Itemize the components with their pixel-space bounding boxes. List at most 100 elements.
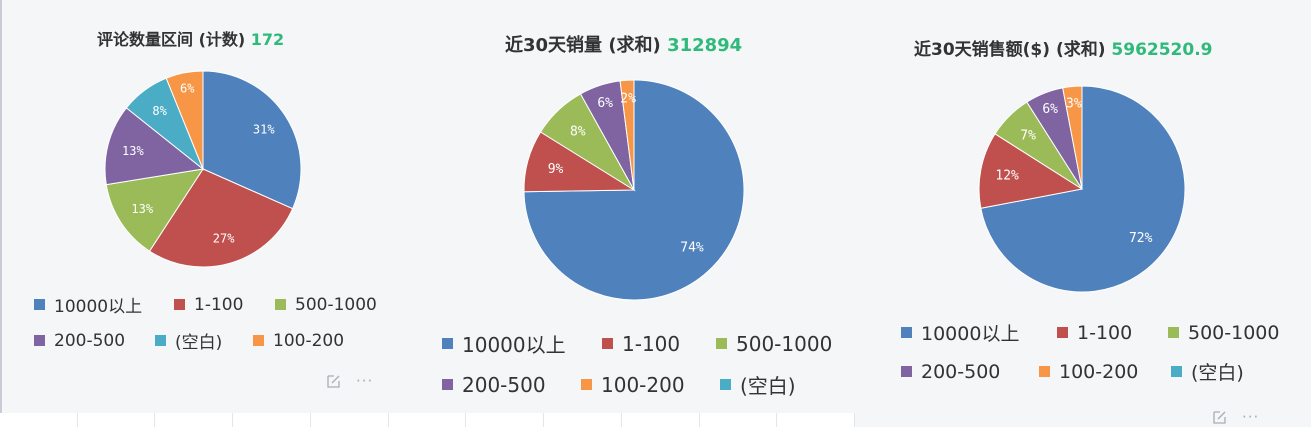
pie-data-label: 6% [1042, 102, 1058, 117]
legend-swatch [155, 335, 166, 346]
pie-data-label: 9% [548, 162, 564, 177]
pie-data-label: 8% [570, 125, 586, 140]
legend-row-2: 200-500 (空白) 100-200 [34, 328, 344, 353]
pie-data-label: 72% [1129, 231, 1153, 246]
pie-data-label: 74% [680, 241, 704, 256]
more-icon[interactable]: ··· [1242, 408, 1260, 426]
panel-tools: ··· [326, 372, 373, 390]
legend-label: 10000以上 [462, 333, 566, 357]
pie-slice-1[interactable] [978, 133, 1084, 209]
legend-swatch [1039, 366, 1050, 377]
table-cell [233, 413, 311, 427]
pie-slice-0[interactable] [202, 70, 302, 210]
chart-title-text: 近30天销售额($) (求和) [914, 40, 1106, 60]
legend-label: (空白) [1191, 362, 1244, 384]
legend-swatch [901, 327, 912, 338]
legend-row-2: 200-500 100-200 (空白) [901, 358, 1244, 385]
legend-row-1: 10000以上 1-100 500-1000 [901, 319, 1279, 346]
chart-title: 近30天销售额($) (求和) 5962520.9 [914, 35, 1213, 60]
legend-label: 500-1000 [1188, 321, 1280, 344]
table-cell [544, 413, 622, 427]
legend-label: 10000以上 [54, 297, 143, 317]
chart-total: 312894 [667, 35, 743, 56]
legend-swatch [1057, 327, 1068, 338]
legend-label: 100-200 [601, 372, 685, 397]
legend-item[interactable]: 500-1000 [716, 332, 832, 356]
legend-swatch [716, 338, 727, 349]
pie-data-label: 6% [180, 81, 195, 95]
legend-label: 200-500 [54, 330, 126, 351]
edit-icon[interactable] [326, 373, 342, 389]
pie-chart-2: 72% 12% 7% 6% 3% [978, 85, 1186, 293]
legend-label: 500-1000 [736, 331, 833, 356]
table-cell [0, 413, 78, 427]
panel-tools: ··· [1212, 408, 1259, 426]
pie-slice-1[interactable] [148, 168, 294, 268]
legend-item[interactable]: 10000以上 [442, 329, 602, 358]
legend-item[interactable]: (空白) [1171, 358, 1244, 385]
legend-label: 100-200 [273, 330, 345, 351]
pie-data-label: 7% [1020, 129, 1036, 144]
legend-swatch [442, 338, 453, 349]
legend-item[interactable]: 100-200 [253, 331, 344, 351]
legend-item[interactable]: 10000以上 [901, 319, 1057, 346]
chart-title: 评论数量区间 (计数) 172 [97, 26, 284, 50]
pie-slice-2[interactable] [105, 168, 205, 252]
legend-label: 500-1000 [295, 294, 377, 315]
legend-label: (空白) [175, 333, 223, 353]
legend-item[interactable]: 1-100 [174, 295, 275, 315]
table-cell [700, 413, 778, 427]
chart-total: 172 [250, 30, 285, 49]
legend-item[interactable]: 100-200 [1039, 361, 1171, 383]
legend-item[interactable]: 10000以上 [34, 292, 174, 317]
pie-data-label: 6% [597, 96, 613, 111]
pie-data-label: 2% [620, 91, 636, 106]
legend-row-1: 10000以上 1-100 500-1000 [34, 292, 377, 317]
legend-item[interactable]: 1-100 [602, 332, 716, 356]
legend-item[interactable]: 500-1000 [1168, 322, 1279, 344]
pie-chart-1: 74% 9% 8% 6% 2% [523, 79, 745, 301]
legend-label: 100-200 [1059, 360, 1139, 383]
legend-swatch [34, 335, 45, 346]
table-cell [466, 413, 545, 427]
pie-slice-4[interactable] [619, 79, 635, 191]
chart-title-text: 评论数量区间 (计数) [97, 30, 246, 49]
legend-item[interactable]: 500-1000 [275, 295, 377, 315]
legend-swatch [720, 379, 731, 390]
chart-title-text: 近30天销量 (求和) [505, 35, 661, 56]
edit-icon[interactable] [1212, 409, 1228, 425]
legend-item[interactable]: 100-200 [581, 373, 720, 397]
legend-swatch [602, 338, 613, 349]
pie-data-label: 3% [1066, 96, 1082, 111]
chart-total: 5962520.9 [1111, 40, 1213, 60]
table-cell [622, 413, 700, 427]
legend-swatch [275, 299, 286, 310]
legend-label: 200-500 [462, 372, 546, 397]
table-cell [777, 413, 856, 427]
legend-swatch [442, 379, 453, 390]
legend-item[interactable]: (空白) [720, 370, 796, 399]
legend-label: 1-100 [194, 294, 244, 315]
table-cell [389, 413, 467, 427]
legend-swatch [581, 379, 592, 390]
more-icon[interactable]: ··· [356, 372, 374, 390]
legend-swatch [901, 366, 912, 377]
pie-data-label: 13% [131, 202, 153, 216]
legend-label: 1-100 [622, 331, 681, 356]
pie-slice-4[interactable] [1062, 85, 1083, 190]
legend-swatch [1171, 366, 1182, 377]
legend-swatch [174, 299, 185, 310]
pie-slice-3[interactable] [104, 107, 205, 186]
table-cell [155, 413, 234, 427]
legend-item[interactable]: 200-500 [901, 361, 1039, 383]
legend-item[interactable]: 200-500 [442, 373, 581, 397]
pie-data-label: 31% [253, 123, 275, 137]
legend-item[interactable]: (空白) [155, 328, 253, 353]
table-cell [311, 413, 389, 427]
legend-swatch [253, 335, 264, 346]
legend-item[interactable]: 1-100 [1057, 322, 1168, 344]
legend-item[interactable]: 200-500 [34, 331, 155, 351]
pie-slice-5[interactable] [165, 70, 204, 170]
panel-left-border [0, 0, 2, 427]
legend-label: 1-100 [1077, 321, 1133, 344]
